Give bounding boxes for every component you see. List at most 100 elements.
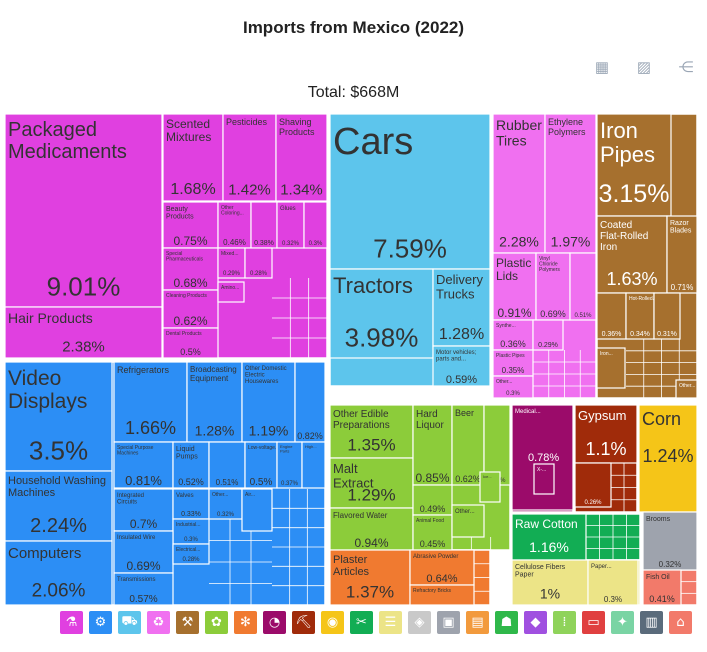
tile-value: 3.15% (599, 180, 670, 208)
treemap-tile[interactable] (409, 549, 475, 586)
machines-legend-icon[interactable]: ⚙ (89, 611, 112, 634)
metals-legend-icon[interactable]: ⚒ (176, 611, 199, 634)
treemap-tile[interactable] (4, 470, 113, 542)
treemap-tile[interactable] (511, 513, 587, 561)
treemap-tile[interactable] (113, 361, 188, 443)
share-icon[interactable]: ⋲ (678, 59, 694, 76)
treemap-tile[interactable] (113, 488, 174, 532)
treemap-tile[interactable] (492, 349, 534, 377)
treemap-tile[interactable] (222, 113, 277, 202)
treemap-tile[interactable] (241, 361, 296, 443)
treemap-tile[interactable] (162, 201, 219, 249)
treemap-tile[interactable] (638, 404, 698, 513)
arts-antiques-legend-icon[interactable]: ▤ (466, 611, 489, 634)
treemap-tile[interactable] (303, 201, 328, 249)
wood-products-legend-icon[interactable]: ✦ (611, 611, 634, 634)
treemap-tile[interactable] (244, 247, 273, 279)
treemap-tile[interactable] (532, 319, 564, 351)
treemap-tile[interactable] (329, 549, 411, 606)
treemap-tile[interactable] (653, 292, 681, 340)
tile-value: 0.82% (297, 431, 323, 441)
stone-glass-legend-icon[interactable]: ◈ (408, 611, 431, 634)
treemap-tile[interactable] (113, 572, 174, 606)
treemap-tile[interactable] (492, 375, 534, 399)
plastics-rubbers-legend-icon[interactable]: ♻ (147, 611, 170, 634)
tile-label: Ice... (483, 474, 492, 479)
treemap-tile[interactable] (569, 252, 597, 321)
paper-goods-legend-icon[interactable]: ☰ (379, 611, 402, 634)
treemap-tile[interactable] (162, 113, 224, 202)
treemap-tile[interactable] (432, 345, 491, 387)
treemap-tile[interactable] (574, 462, 612, 508)
treemap-tile[interactable] (587, 559, 639, 606)
treemap-tile[interactable] (276, 441, 303, 489)
treemap-tile[interactable] (666, 215, 698, 294)
treemap-tile[interactable] (596, 347, 626, 389)
treemap-tile[interactable] (208, 441, 246, 489)
treemap-tile[interactable] (172, 543, 210, 565)
treemap-tile[interactable] (642, 569, 682, 606)
mineral-products-legend-icon[interactable]: ⛏ (292, 611, 315, 634)
treemap-tile[interactable] (544, 113, 597, 254)
treemap-tile[interactable] (172, 441, 210, 489)
tile-label: Iron Pipes (600, 118, 655, 167)
animal-hides-legend-icon[interactable]: ▭ (582, 611, 605, 634)
tile-label: Beer (455, 408, 474, 418)
miscellaneous-legend-icon[interactable]: ▣ (437, 611, 460, 634)
footwear-legend-icon[interactable]: ☗ (495, 611, 518, 634)
tile-label: Transmissions (117, 577, 155, 583)
vegetable-products-legend-icon[interactable]: ✿ (205, 611, 228, 634)
treemap-tile[interactable] (217, 281, 245, 303)
precious-metals-legend-icon[interactable]: ◆ (524, 611, 547, 634)
animal-vegetable-bi-products-legend-icon[interactable]: ⌂ (669, 611, 692, 634)
treemap-tile[interactable] (625, 292, 655, 340)
treemap-tile[interactable] (301, 441, 326, 489)
treemap-tile[interactable] (275, 113, 328, 202)
art-legend-icon[interactable]: ▥ (640, 611, 663, 634)
table-icon[interactable]: ▦ (594, 59, 610, 76)
instruments-legend-icon[interactable]: ◔ (263, 611, 286, 634)
treemap-tile[interactable] (451, 404, 485, 486)
foodstuffs-legend-icon[interactable]: ✻ (234, 611, 257, 634)
treemap-tile[interactable] (4, 306, 163, 359)
chemical-products-legend-icon[interactable]: ⚗ (60, 611, 83, 634)
treemap-tile[interactable] (329, 268, 434, 359)
treemap-tile[interactable] (186, 361, 243, 443)
treemap-tile[interactable] (113, 530, 174, 574)
treemap-tile[interactable] (574, 404, 638, 464)
tile-label: Insulated Wire (117, 535, 156, 541)
treemap-tile[interactable] (533, 463, 555, 495)
treemap-tile[interactable] (432, 268, 491, 347)
treemap-tile[interactable] (409, 584, 475, 606)
treemap-tile[interactable] (241, 488, 273, 532)
tile-value: 0.33% (181, 511, 201, 518)
tile-value: 0.41% (649, 594, 675, 604)
treemap-tile[interactable] (535, 252, 571, 321)
image-icon[interactable]: ▨ (636, 59, 652, 76)
treemap-tile[interactable] (479, 471, 501, 503)
treemap-tile[interactable] (276, 201, 305, 249)
treemap-tile[interactable] (162, 327, 219, 359)
treemap-tile[interactable] (329, 457, 414, 509)
treemap-tile[interactable] (675, 379, 698, 399)
tile-label: Pesticides (226, 117, 268, 127)
chart-toolbar: ▦ ▨ ⋲ (591, 58, 697, 76)
treemap-tile[interactable] (329, 113, 491, 270)
treemap-tile[interactable] (4, 361, 113, 472)
treemap-tile[interactable] (511, 559, 589, 606)
treemap-tile[interactable] (294, 361, 326, 443)
treemap-tile[interactable] (113, 441, 174, 489)
treemap-tile[interactable] (412, 514, 453, 551)
animal-products-legend-icon[interactable]: ◉ (321, 611, 344, 634)
treemap-tile[interactable] (329, 404, 414, 459)
treemap-tile[interactable] (162, 289, 219, 329)
weapons-legend-icon[interactable]: ⁞ (553, 611, 576, 634)
transportation-legend-icon[interactable]: ⛟ (118, 611, 141, 634)
treemap-tile[interactable] (492, 113, 546, 254)
treemap-tile[interactable] (596, 113, 672, 217)
treemap-tile[interactable] (451, 504, 485, 538)
treemap-tile[interactable] (208, 488, 243, 520)
tile-value: 0.5% (180, 347, 201, 357)
textiles-legend-icon[interactable]: ✂ (350, 611, 373, 634)
treemap-tile[interactable] (4, 540, 113, 606)
